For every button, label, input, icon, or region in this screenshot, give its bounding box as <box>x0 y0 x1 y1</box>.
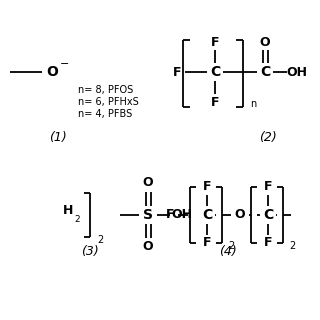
Text: O: O <box>260 36 270 49</box>
Text: n= 6, PFHxS: n= 6, PFHxS <box>78 97 139 107</box>
Text: (3): (3) <box>81 245 99 259</box>
Text: F: F <box>203 180 211 194</box>
Text: 2: 2 <box>289 241 295 251</box>
Text: O: O <box>143 177 153 189</box>
Text: C: C <box>202 208 212 222</box>
Text: O: O <box>235 209 245 221</box>
Text: O: O <box>46 65 58 79</box>
Text: n: n <box>250 99 256 109</box>
Text: F: F <box>166 209 174 221</box>
Text: S: S <box>143 208 153 222</box>
Text: C: C <box>210 65 220 79</box>
Text: 2: 2 <box>74 215 80 225</box>
Text: F: F <box>264 180 272 194</box>
Text: F: F <box>211 95 219 108</box>
Text: 2: 2 <box>97 235 103 245</box>
Text: (4): (4) <box>219 245 237 259</box>
Text: OH: OH <box>172 209 193 221</box>
Text: (2): (2) <box>259 132 277 145</box>
Text: 2: 2 <box>228 241 234 251</box>
Text: O: O <box>143 241 153 253</box>
Text: F: F <box>203 236 211 250</box>
Text: F: F <box>264 236 272 250</box>
Text: n= 8, PFOS: n= 8, PFOS <box>78 85 133 95</box>
Text: C: C <box>263 208 273 222</box>
Text: −: − <box>60 59 70 69</box>
Text: F: F <box>211 36 219 49</box>
Text: n= 4, PFBS: n= 4, PFBS <box>78 109 132 119</box>
Text: C: C <box>260 65 270 79</box>
Text: OH: OH <box>286 66 308 78</box>
Text: F: F <box>173 66 181 78</box>
Text: H: H <box>63 204 73 217</box>
Text: (1): (1) <box>49 132 67 145</box>
